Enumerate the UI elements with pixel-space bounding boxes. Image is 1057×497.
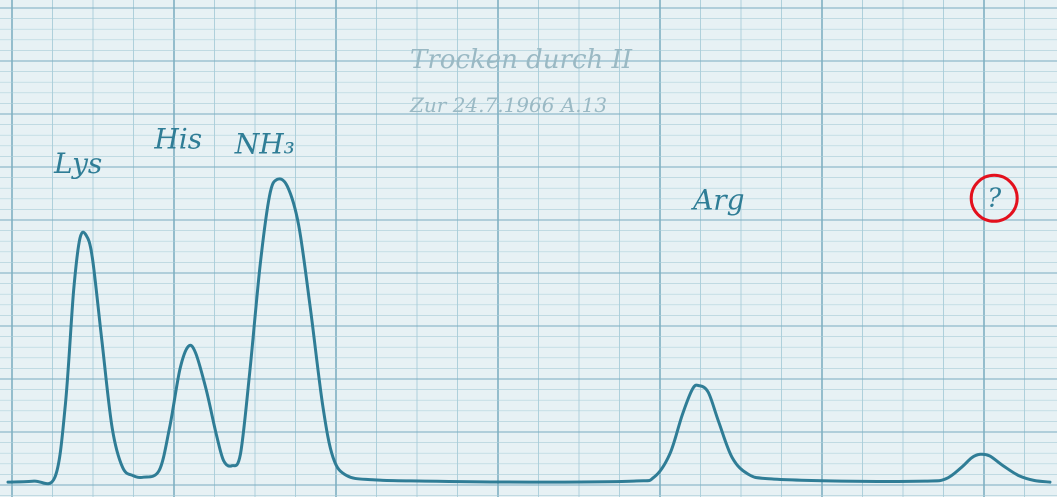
peak-labels: Lys His NH₃ Arg?: [53, 122, 1002, 216]
header-line-2: Zur 24.7.1966 A.13: [409, 93, 607, 117]
peak-label-arg: Arg: [690, 184, 745, 217]
peak-label-nh3: NH₃: [234, 128, 295, 161]
highlight-circle: [969, 173, 1019, 223]
pencil-header: Trocken durch II Zur 24.7.1966 A.13: [409, 45, 633, 117]
chromatogram-trace: [6, 177, 1052, 486]
peak-label-lys: Lys: [53, 147, 102, 180]
header-line-1: Trocken durch II: [410, 45, 633, 75]
peak-label-his: His: [153, 122, 202, 155]
peak-label-unknown: ?: [987, 183, 1002, 213]
